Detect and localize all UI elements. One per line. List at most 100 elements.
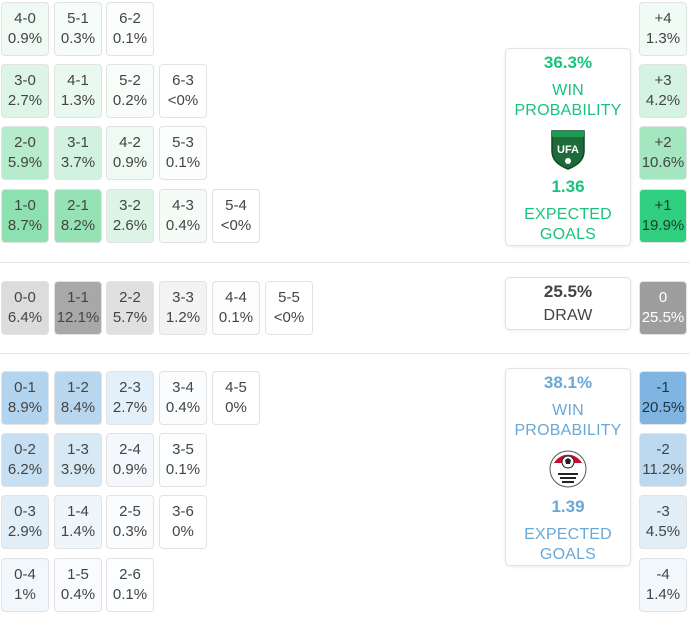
away-scoreline-cell: 0-3 2.9%: [1, 495, 49, 549]
probability-value: 0.9%: [7, 30, 43, 47]
score-label: 3-1: [67, 134, 89, 151]
home-scoreline-cell: 4-1 1.3%: [54, 64, 102, 118]
score-label: 1-1: [67, 289, 89, 306]
home-scoreline-cell: 4-0 0.9%: [1, 2, 49, 56]
away-scoreline-cell: 2-6 0.1%: [106, 558, 154, 612]
probability-value: 0.2%: [112, 92, 148, 109]
probability-value: 0.4%: [165, 399, 201, 416]
goal-margin-cell: +1 19.9%: [639, 189, 687, 243]
score-label: 2-0: [14, 134, 36, 151]
score-label: 0-2: [14, 441, 36, 458]
home-win-label: WIN PROBABILITY: [514, 82, 622, 119]
uzbekistan-fa-crest-icon: UFA: [548, 121, 588, 175]
home-expected-goals: 1.36: [551, 177, 585, 196]
home-team-card: 36.3% WIN PROBABILITY UFA 1.36 EXPECTED …: [505, 48, 631, 246]
away-scoreline-cell: 0-1 8.9%: [1, 371, 49, 425]
draw-scoreline-cell: 3-3 1.2%: [159, 281, 207, 335]
away-win-percentage: 38.1%: [543, 373, 593, 392]
egypt-fa-crest-icon: [548, 441, 588, 495]
score-label: 1-3: [67, 441, 89, 458]
away-scoreline-cell: 1-2 8.4%: [54, 371, 102, 425]
home-scoreline-cell: 5-3 0.1%: [159, 126, 207, 180]
probability-value: 2.7%: [7, 92, 43, 109]
away-scoreline-cell: 0-4 1%: [1, 558, 49, 612]
score-label: 5-4: [225, 197, 247, 214]
probability-value: 0%: [172, 523, 194, 540]
probability-value: 2.9%: [7, 523, 43, 540]
away-scoreline-cell: 3-5 0.1%: [159, 433, 207, 487]
draw-scoreline-cell: 1-1 12.1%: [54, 281, 102, 335]
probability-value: 0.1%: [112, 30, 148, 47]
home-scoreline-cell: 3-0 2.7%: [1, 64, 49, 118]
score-label: +2: [654, 134, 672, 151]
draw-scoreline-cell: 0-0 6.4%: [1, 281, 49, 335]
probability-value: 20.5%: [641, 399, 685, 416]
score-label: 1-4: [67, 503, 89, 520]
home-scoreline-cell: 6-3 <0%: [159, 64, 207, 118]
score-label: 4-5: [225, 379, 247, 396]
score-label: 4-4: [225, 289, 247, 306]
score-label: 1-2: [67, 379, 89, 396]
probability-value: 5.7%: [112, 309, 148, 326]
probability-value: 6.4%: [7, 309, 43, 326]
home-scoreline-cell: 1-0 8.7%: [1, 189, 49, 243]
score-label: 1-5: [67, 566, 89, 583]
score-label: 3-4: [172, 379, 194, 396]
probability-value: <0%: [220, 217, 252, 234]
score-label: 0-0: [14, 289, 36, 306]
goal-margin-cell: +4 1.3%: [639, 2, 687, 56]
score-label: 3-5: [172, 441, 194, 458]
score-label: 6-2: [119, 10, 141, 27]
score-label: 2-4: [119, 441, 141, 458]
score-label: +1: [654, 197, 672, 214]
probability-value: <0%: [167, 92, 199, 109]
score-label: 1-0: [14, 197, 36, 214]
score-label: 3-0: [14, 72, 36, 89]
probability-value: 6.2%: [7, 461, 43, 478]
away-win-label: WIN PROBABILITY: [514, 402, 622, 439]
probability-value: 0.1%: [165, 154, 201, 171]
draw-scoreline-cell: 2-2 5.7%: [106, 281, 154, 335]
away-scoreline-cell: 2-3 2.7%: [106, 371, 154, 425]
probability-value: 8.9%: [7, 399, 43, 416]
probability-value: 0%: [225, 399, 247, 416]
home-scoreline-cell: 5-4 <0%: [212, 189, 260, 243]
probability-value: 0.4%: [165, 217, 201, 234]
score-label: 2-1: [67, 197, 89, 214]
score-label: -4: [656, 566, 670, 583]
score-label: 6-3: [172, 72, 194, 89]
probability-value: 0.1%: [165, 461, 201, 478]
score-label: 4-1: [67, 72, 89, 89]
crest-svg: UFA: [551, 130, 585, 170]
score-label: 3-2: [119, 197, 141, 214]
probability-value: 8.7%: [7, 217, 43, 234]
score-label: 5-3: [172, 134, 194, 151]
away-scoreline-cell: 3-6 0%: [159, 495, 207, 549]
draw-scoreline-cell: 5-5 <0%: [265, 281, 313, 335]
home-scoreline-cell: 5-2 0.2%: [106, 64, 154, 118]
score-label: 0-1: [14, 379, 36, 396]
score-label: 5-5: [278, 289, 300, 306]
probability-value: 0.4%: [60, 586, 96, 603]
score-label: 5-1: [67, 10, 89, 27]
away-scoreline-cell: 4-5 0%: [212, 371, 260, 425]
crest-svg: [549, 450, 587, 488]
svg-text:UFA: UFA: [557, 144, 579, 156]
score-label: 3-3: [172, 289, 194, 306]
score-label: 0: [658, 289, 668, 306]
home-scoreline-cell: 6-2 0.1%: [106, 2, 154, 56]
probability-value: 8.4%: [60, 399, 96, 416]
home-scoreline-cell: 2-0 5.9%: [1, 126, 49, 180]
away-scoreline-cell: 1-4 1.4%: [54, 495, 102, 549]
draw-percentage: 25.5%: [543, 281, 593, 301]
away-scoreline-cell: 1-5 0.4%: [54, 558, 102, 612]
probability-value: 0.3%: [112, 523, 148, 540]
probability-value: 1%: [14, 586, 36, 603]
section-divider: [0, 262, 690, 263]
section-divider: [0, 353, 690, 354]
probability-value: 10.6%: [641, 154, 685, 171]
away-scoreline-cell: 3-4 0.4%: [159, 371, 207, 425]
probability-value: 1.4%: [60, 523, 96, 540]
probability-value: 11.2%: [642, 461, 684, 478]
probability-value: 2.6%: [112, 217, 148, 234]
